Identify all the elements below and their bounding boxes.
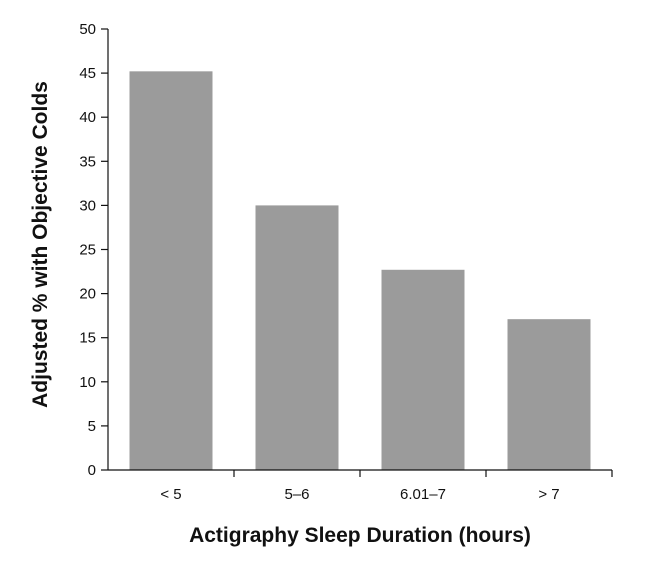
y-axis-ticks: 0 5 10 15 20 25 30 35 40 45 50: [79, 21, 108, 479]
y-tick-label: 20: [79, 286, 96, 303]
y-tick-label: 25: [79, 242, 96, 259]
y-tick-label: 5: [88, 418, 96, 435]
bar: [129, 71, 213, 470]
y-tick-label: 50: [79, 21, 96, 38]
x-tick-label: 6.01–7: [400, 486, 446, 503]
x-tick-label: > 7: [538, 486, 559, 503]
x-axis-title: Actigraphy Sleep Duration (hours): [189, 524, 531, 547]
x-axis-ticks: < 5 5–6 6.01–7 > 7: [160, 470, 613, 503]
y-tick-label: 40: [79, 109, 96, 126]
bars: [129, 71, 591, 470]
y-tick-label: 45: [79, 65, 96, 82]
y-axis-title: Adjusted % with Objective Colds: [29, 81, 52, 408]
y-tick-label: 10: [79, 374, 96, 391]
bar: [381, 269, 465, 470]
x-tick-label: < 5: [160, 486, 181, 503]
bar: [255, 205, 339, 470]
y-tick-label: 35: [79, 153, 96, 170]
y-tick-label: 30: [79, 197, 96, 214]
x-tick-label: 5–6: [284, 486, 309, 503]
bar: [507, 319, 591, 470]
y-tick-label: 0: [88, 462, 96, 479]
y-tick-label: 15: [79, 330, 96, 347]
